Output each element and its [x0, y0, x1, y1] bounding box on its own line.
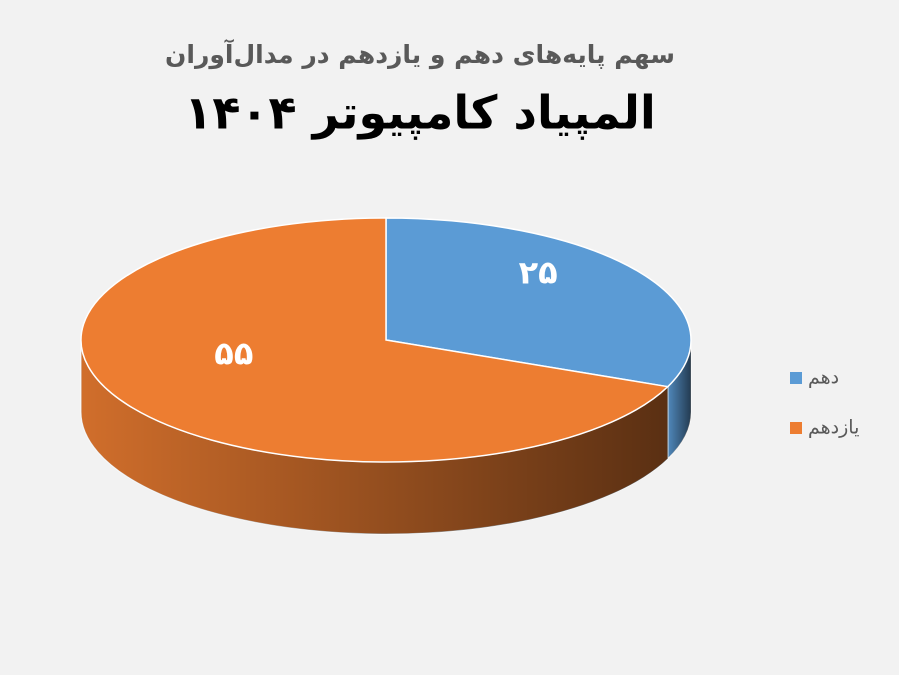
pie-side-shade: [667, 340, 691, 459]
pie-side-shade: [81, 340, 668, 534]
chart-subtitle: سهم پایه‌های دهم و یازدهم در مدال‌آوران: [165, 39, 675, 70]
data-label: ۲۵: [519, 253, 558, 291]
data-label: ۵۵: [214, 335, 253, 373]
legend-swatch: [790, 372, 802, 384]
pie-slice: [80, 217, 670, 463]
legend-label: دهم: [808, 367, 839, 389]
pie-slice: [385, 217, 692, 388]
legend-swatch: [790, 422, 802, 434]
chart-title: المپیاد کامپیوتر ۱۴۰۴: [184, 86, 655, 141]
legend-label: یازدهم: [808, 417, 859, 439]
